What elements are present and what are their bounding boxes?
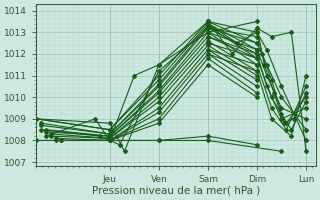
X-axis label: Pression niveau de la mer( hPa ): Pression niveau de la mer( hPa ) — [92, 186, 260, 196]
